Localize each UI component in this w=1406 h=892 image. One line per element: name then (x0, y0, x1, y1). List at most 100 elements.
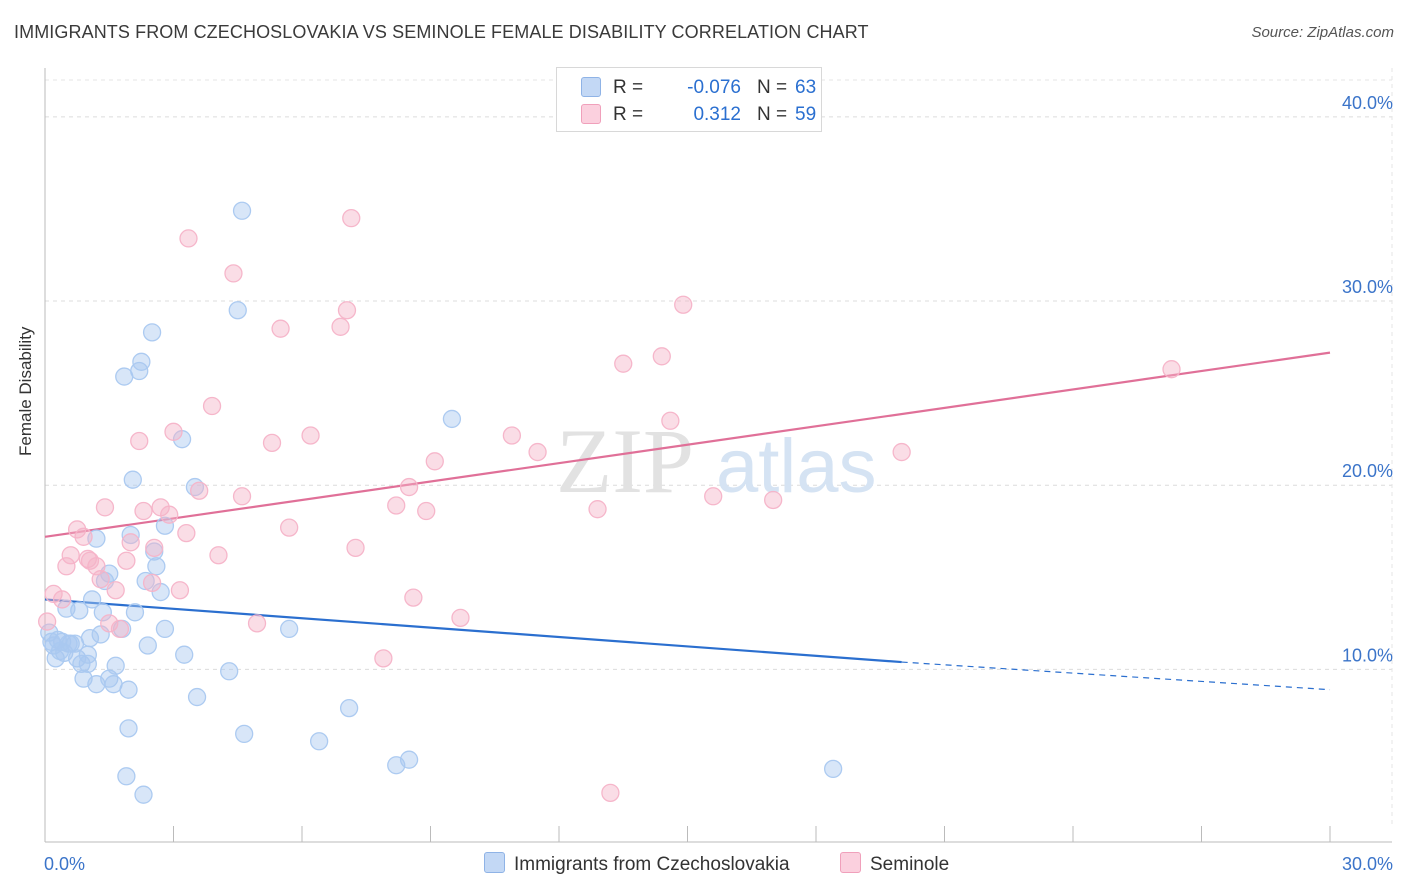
data-point (228, 301, 247, 320)
data-point (339, 698, 359, 718)
data-point (309, 732, 329, 751)
y-tick-label: 40.0% (1342, 93, 1393, 113)
data-point (37, 612, 57, 631)
data-point (123, 470, 142, 489)
data-point (1162, 360, 1181, 379)
x-tick-label: 30.0% (1342, 854, 1393, 874)
data-point (100, 614, 119, 633)
data-point (232, 487, 252, 506)
data-point (387, 496, 406, 515)
data-point (187, 687, 207, 707)
correlation-legend: R = -0.076 N = 63 R = 0.312 N = 59 (556, 67, 822, 132)
data-point (121, 533, 140, 552)
r-label: R = (613, 77, 644, 98)
data-point (52, 590, 72, 609)
trend-line-extension (901, 661, 1331, 691)
data-point (91, 570, 110, 589)
data-point (82, 590, 102, 609)
data-point (78, 654, 97, 674)
legend-swatch-pink (581, 104, 601, 124)
n-value: 63 (795, 77, 817, 98)
data-point (614, 354, 633, 373)
data-point (674, 295, 693, 314)
data-point (661, 411, 680, 430)
y-tick-label: 20.0% (1342, 461, 1393, 481)
data-point (119, 680, 138, 699)
legend-item-seminole: Seminole (840, 852, 949, 876)
data-point (374, 649, 393, 668)
data-point (417, 501, 436, 521)
data-point (342, 208, 361, 228)
data-point (247, 614, 267, 633)
chart-title: IMMIGRANTS FROM CZECHOSLOVAKIA VS SEMINO… (14, 22, 869, 42)
legend-swatch-pink (840, 852, 861, 873)
legend-label: Seminole (870, 854, 950, 875)
series-czechoslovakia-points (40, 201, 843, 804)
legend-label: Immigrants from Czechoslovakia (514, 854, 790, 875)
data-point (451, 608, 470, 628)
data-point (764, 490, 783, 510)
data-point (74, 527, 93, 546)
data-point (202, 396, 222, 416)
data-point (145, 538, 164, 558)
data-point (61, 546, 80, 565)
r-value: 0.312 (693, 104, 741, 125)
data-point (177, 523, 196, 543)
data-point (59, 634, 78, 653)
data-point (67, 520, 87, 539)
data-point (155, 516, 175, 535)
data-point (601, 783, 620, 802)
data-point (892, 442, 911, 462)
series-seminole-points (37, 208, 1181, 802)
data-point (588, 500, 607, 519)
y-axis-label: Female Disability (16, 326, 35, 456)
data-point (132, 352, 151, 371)
data-point (331, 317, 350, 336)
data-point (160, 505, 179, 524)
data-point (147, 557, 166, 576)
tick-labels: 10.0% 20.0% 30.0% 40.0% 0.0% 30.0% (44, 93, 1393, 874)
data-point (121, 525, 140, 545)
data-point (57, 557, 76, 576)
data-point (279, 518, 299, 537)
data-point (425, 452, 444, 471)
n-value: 59 (795, 104, 817, 125)
data-point (155, 619, 175, 639)
data-point (442, 409, 462, 429)
data-point (106, 656, 125, 675)
legend-item-czechoslovakia: Immigrants from Czechoslovakia (484, 852, 790, 876)
data-point (220, 662, 239, 681)
y-tick-label: 30.0% (1342, 277, 1393, 297)
data-point (190, 481, 209, 500)
data-point (138, 636, 157, 655)
data-point (117, 767, 136, 786)
n-label: N = (757, 77, 788, 98)
data-point (346, 538, 365, 558)
data-point (823, 759, 843, 779)
data-point (164, 422, 183, 441)
source-label: Source: ZipAtlas.com (1251, 24, 1394, 41)
data-point (136, 571, 155, 591)
data-point (301, 426, 320, 445)
trend-line-seminole (44, 351, 1331, 538)
data-point (235, 724, 254, 744)
data-point (125, 603, 145, 622)
data-point (224, 264, 243, 283)
x-tick-label: 0.0% (44, 854, 85, 874)
data-point (209, 546, 228, 565)
data-point (399, 750, 419, 769)
data-point (117, 551, 136, 570)
data-point (110, 619, 130, 639)
data-point (175, 645, 194, 664)
data-point (528, 442, 547, 462)
legend-swatch-blue (484, 852, 505, 873)
r-value: -0.076 (687, 77, 741, 98)
n-label: N = (757, 104, 788, 125)
data-point (134, 501, 153, 521)
data-point (134, 785, 153, 804)
data-point (80, 628, 100, 648)
data-point (95, 498, 115, 517)
data-point (106, 581, 125, 600)
data-point (170, 581, 190, 600)
